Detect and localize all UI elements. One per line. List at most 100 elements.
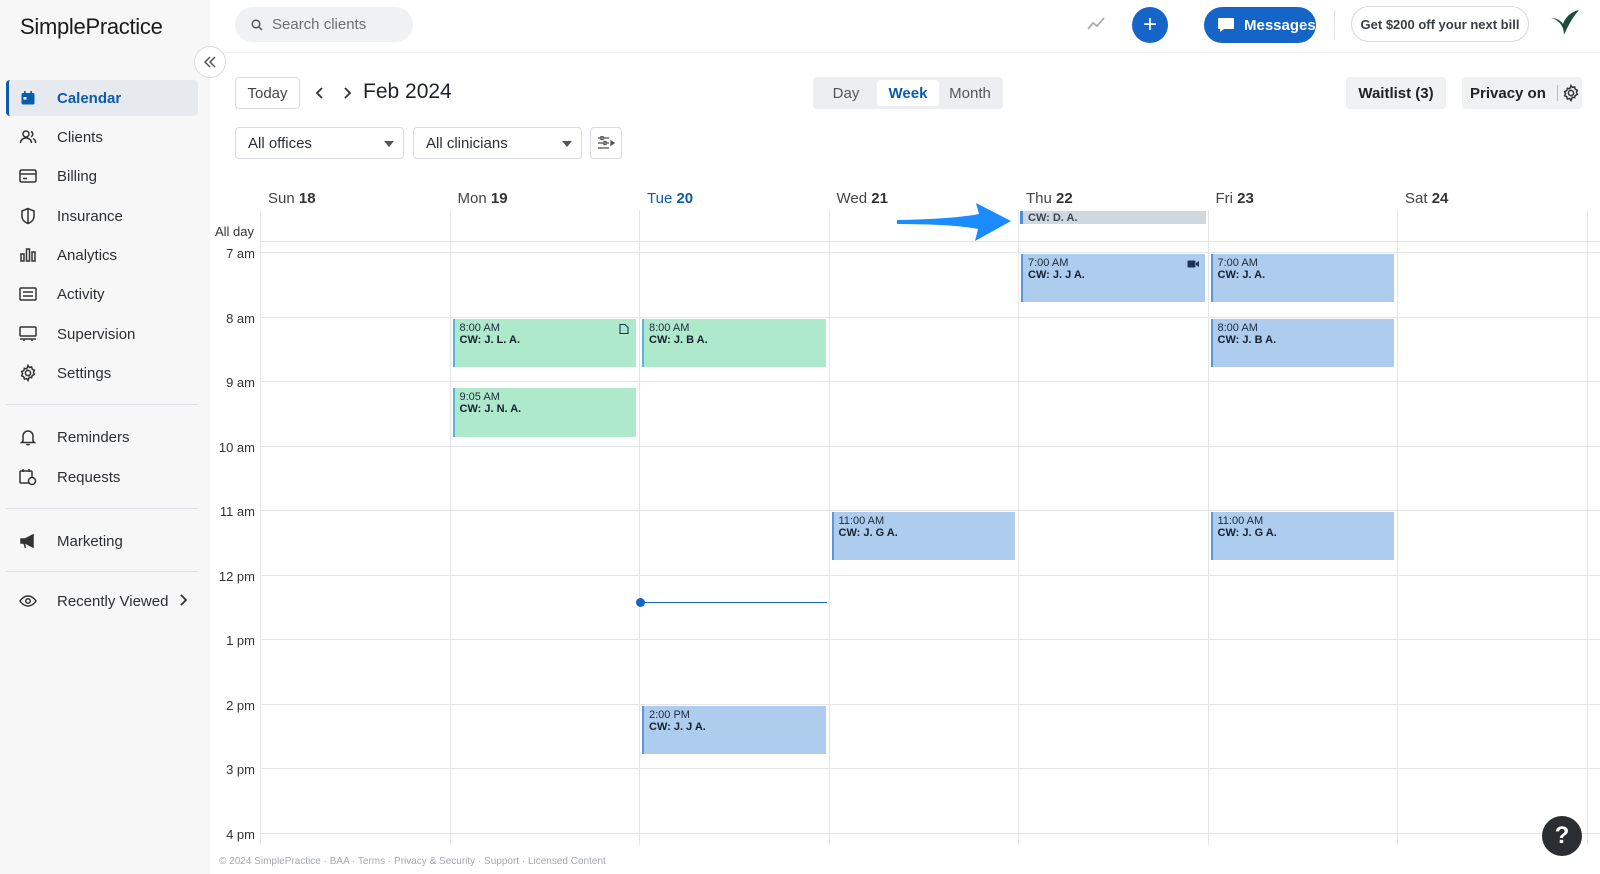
sidebar-item-activity[interactable]: Activity (6, 276, 198, 312)
calendar-event[interactable]: 11:00 AM CW: J. G A. (831, 512, 1015, 561)
view-month-button[interactable]: Month (949, 84, 991, 102)
sidebar-item-settings[interactable]: Settings (6, 355, 198, 391)
calendar-request-icon (18, 467, 38, 487)
calendar-event[interactable]: 7:00 AM CW: J. J A. (1021, 254, 1205, 303)
view-toggle: Day Week Month (813, 77, 1003, 109)
clinician-filter-select[interactable]: All clinicians (413, 127, 582, 159)
sidebar-item-supervision[interactable]: Supervision (6, 316, 198, 352)
add-button[interactable]: + (1132, 7, 1168, 43)
waitlist-button[interactable]: Waitlist (3) (1346, 77, 1446, 109)
app-logo[interactable]: SimplePractice (20, 14, 163, 39)
day-header[interactable]: Sat 24 (1405, 190, 1448, 207)
sidebar-item-label: Activity (57, 285, 105, 303)
list-icon (18, 284, 38, 304)
day-header[interactable]: Thu 22 (1026, 190, 1073, 207)
promo-button[interactable]: Get $200 off your next bill (1351, 6, 1529, 42)
gear-icon[interactable] (1562, 84, 1580, 102)
hour-gridline (260, 703, 1600, 705)
day-header[interactable]: Wed 21 (837, 190, 888, 207)
hour-label: 1 pm (226, 633, 255, 648)
event-time: 7:00 AM (1217, 257, 1258, 269)
sidebar-divider (6, 404, 198, 405)
hour-label: 7 am (226, 246, 255, 261)
caret-down-icon (384, 141, 394, 147)
event-title: CW: J. N. A. (459, 403, 522, 416)
next-week-button[interactable] (337, 82, 357, 104)
hour-gridline (260, 252, 1600, 253)
calendar-event[interactable]: 2:00 PM CW: J. J A. (642, 705, 826, 754)
calendar-event[interactable]: 9:05 AM CW: J. N. A. (452, 388, 636, 437)
sidebar-item-recently-viewed[interactable]: Recently Viewed (6, 583, 198, 619)
event-title: CW: J. A. (1217, 269, 1266, 281)
sidebar-item-requests[interactable]: Requests (6, 459, 198, 495)
previous-week-button[interactable] (310, 82, 330, 104)
calendar-event[interactable]: 8:00 AM CW: J. B A. (1210, 318, 1394, 367)
today-button[interactable]: Today (235, 77, 300, 109)
calendar-event[interactable]: 8:00 AM CW: J. L. A. (452, 318, 636, 367)
hour-gridline (260, 316, 1600, 318)
caret-down-icon (562, 141, 572, 147)
sidebar-item-billing[interactable]: Billing (6, 158, 198, 194)
sidebar-item-label: Calendar (57, 89, 122, 107)
sidebar-item-clients[interactable]: Clients (6, 119, 198, 155)
sidebar-item-label: Supervision (57, 325, 136, 343)
privacy-label: Privacy on (1470, 84, 1546, 102)
event-title: CW: D. A. (1028, 212, 1078, 224)
view-week-button[interactable]: Week (877, 80, 939, 106)
hour-label: 11 am (219, 504, 255, 519)
day-column-divider (1397, 210, 1398, 845)
day-header[interactable]: Fri 23 (1216, 190, 1254, 207)
event-title: CW: J. L. A. (459, 333, 521, 346)
day-column-divider (639, 210, 640, 845)
event-title: CW: J. J A. (1028, 269, 1085, 281)
day-header[interactable]: Sun 18 (268, 190, 316, 207)
search-input[interactable] (272, 16, 402, 33)
event-time: 8:00 AM (649, 321, 690, 334)
bar-chart-icon (18, 245, 38, 265)
sidebar-item-marketing[interactable]: Marketing (6, 523, 198, 559)
day-number: 24 (1431, 190, 1449, 207)
search-box[interactable] (235, 7, 413, 42)
account-avatar-icon[interactable] (1547, 8, 1581, 42)
day-name: Sat (1405, 190, 1428, 207)
hour-gridline (260, 574, 1600, 576)
hour-label: 4 pm (226, 826, 255, 842)
calendar-event[interactable]: 11:00 AM CW: J. G A. (1210, 512, 1394, 561)
sidebar-item-insurance[interactable]: Insurance (6, 198, 198, 234)
calendar-event[interactable]: 8:00 AM CW: J. B A. (642, 318, 826, 367)
clinician-filter-value: All clinicians (426, 134, 508, 152)
event-time: 7:00 AM (1028, 257, 1069, 269)
sidebar-item-analytics[interactable]: Analytics (6, 237, 198, 273)
footer-links[interactable]: © 2024 SimplePractice · BAA · Terms · Pr… (219, 856, 606, 867)
office-filter-select[interactable]: All offices (235, 127, 404, 159)
event-title: CW: J. G A. (838, 527, 898, 539)
privacy-toggle-button[interactable]: Privacy on (1462, 77, 1582, 109)
sliders-icon (598, 136, 615, 149)
trending-icon[interactable] (1086, 14, 1106, 34)
topbar-separator (1334, 10, 1335, 40)
collapse-sidebar-button[interactable] (194, 46, 226, 78)
hour-label: 3 pm (226, 762, 255, 777)
filter-settings-button[interactable] (590, 127, 622, 159)
day-name: Tue (647, 190, 673, 207)
day-header[interactable]: Tue 20 (647, 190, 693, 207)
day-number: 23 (1237, 190, 1254, 207)
supervision-icon (18, 324, 38, 344)
day-number: 18 (298, 190, 316, 207)
day-name: Sun (268, 190, 295, 207)
help-button[interactable]: ? (1542, 816, 1582, 856)
calendar-icon (18, 88, 38, 108)
sidebar-item-reminders[interactable]: Reminders (6, 419, 198, 455)
messages-button[interactable]: Messages (1204, 7, 1316, 43)
sidebar-item-calendar[interactable]: Calendar (6, 80, 198, 116)
calendar-event[interactable]: 7:00 AM CW: J. A. (1210, 254, 1394, 303)
all-day-event[interactable]: CW: D. A. (1020, 211, 1206, 224)
event-time: 11:00 AM (838, 515, 885, 527)
sidebar-item-label: Billing (57, 167, 98, 185)
eye-icon (18, 591, 38, 611)
view-day-button[interactable]: Day (832, 84, 860, 102)
sidebar-item-label: Marketing (57, 532, 123, 550)
hour-gridline (260, 832, 1600, 834)
current-time-dot (636, 597, 645, 607)
day-header[interactable]: Mon 19 (458, 190, 508, 207)
